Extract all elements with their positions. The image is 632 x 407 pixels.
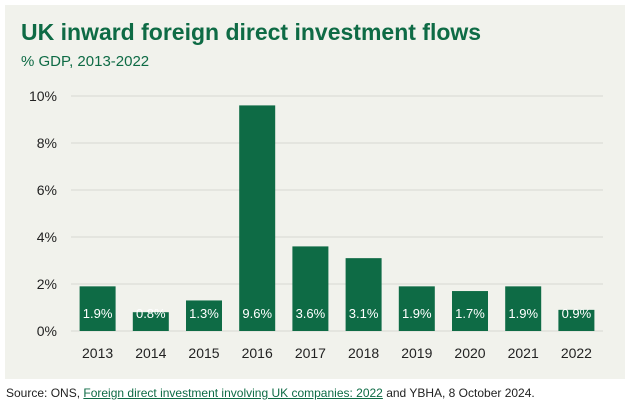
source-suffix: and YBHA, 8 October 2024. [382,386,535,400]
chart-panel: UK inward foreign direct investment flow… [5,5,625,379]
bar-chart: 0% 2% 4% 6% 8% 10% 1.9% 2013 0.8% 2014 1.3% 2015 9.6… [29,88,603,361]
y-tick-label: 8% [37,135,57,151]
y-tick-label: 2% [37,276,57,292]
bar [345,258,382,331]
source-prefix: Source: ONS, [6,386,84,400]
data-label: 3.1% [349,306,379,321]
data-label: 3.6% [296,306,326,321]
x-tick-label: 2021 [508,345,539,361]
bar [558,309,595,331]
chart-title: UK inward foreign direct investment flow… [21,19,482,45]
bar [239,105,276,332]
x-tick-label: 2019 [401,345,432,361]
data-label: 9.6% [242,306,272,321]
source-note: Source: ONS, Foreign direct investment i… [6,386,535,400]
x-tick-label: 2013 [82,345,113,361]
chart-subtitle: % GDP, 2013-2022 [21,53,150,70]
bar [132,312,169,331]
source-link[interactable]: Foreign direct investment involving UK c… [83,386,383,400]
bar [186,300,222,331]
bar [505,286,542,331]
x-tick-label: 2018 [348,345,379,361]
bar [79,286,116,331]
x-tick-label: 2016 [242,345,273,361]
data-label: 1.9% [508,306,538,321]
data-label: 0.9% [562,306,592,321]
bar [398,286,435,331]
data-label: 1.3% [189,306,219,321]
x-tick-label: 2015 [188,345,219,361]
x-tick-label: 2017 [295,345,326,361]
y-tick-label: 4% [37,229,57,245]
data-label: 1.9% [83,306,113,321]
x-tick-label: 2020 [454,345,485,361]
data-label: 0.8% [136,306,166,321]
x-tick-label: 2014 [135,345,166,361]
y-tick-label: 10% [29,88,57,104]
data-label: 1.7% [455,306,485,321]
data-label: 1.9% [402,306,432,321]
y-tick-label: 0% [37,323,57,339]
bar [292,246,329,331]
x-tick-label: 2022 [561,345,592,361]
bar [452,291,488,331]
y-tick-label: 6% [37,182,57,198]
